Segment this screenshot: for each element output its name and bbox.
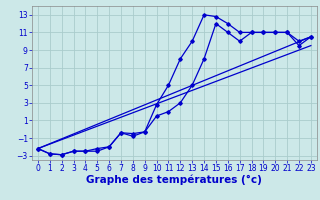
X-axis label: Graphe des températures (°c): Graphe des températures (°c) (86, 175, 262, 185)
